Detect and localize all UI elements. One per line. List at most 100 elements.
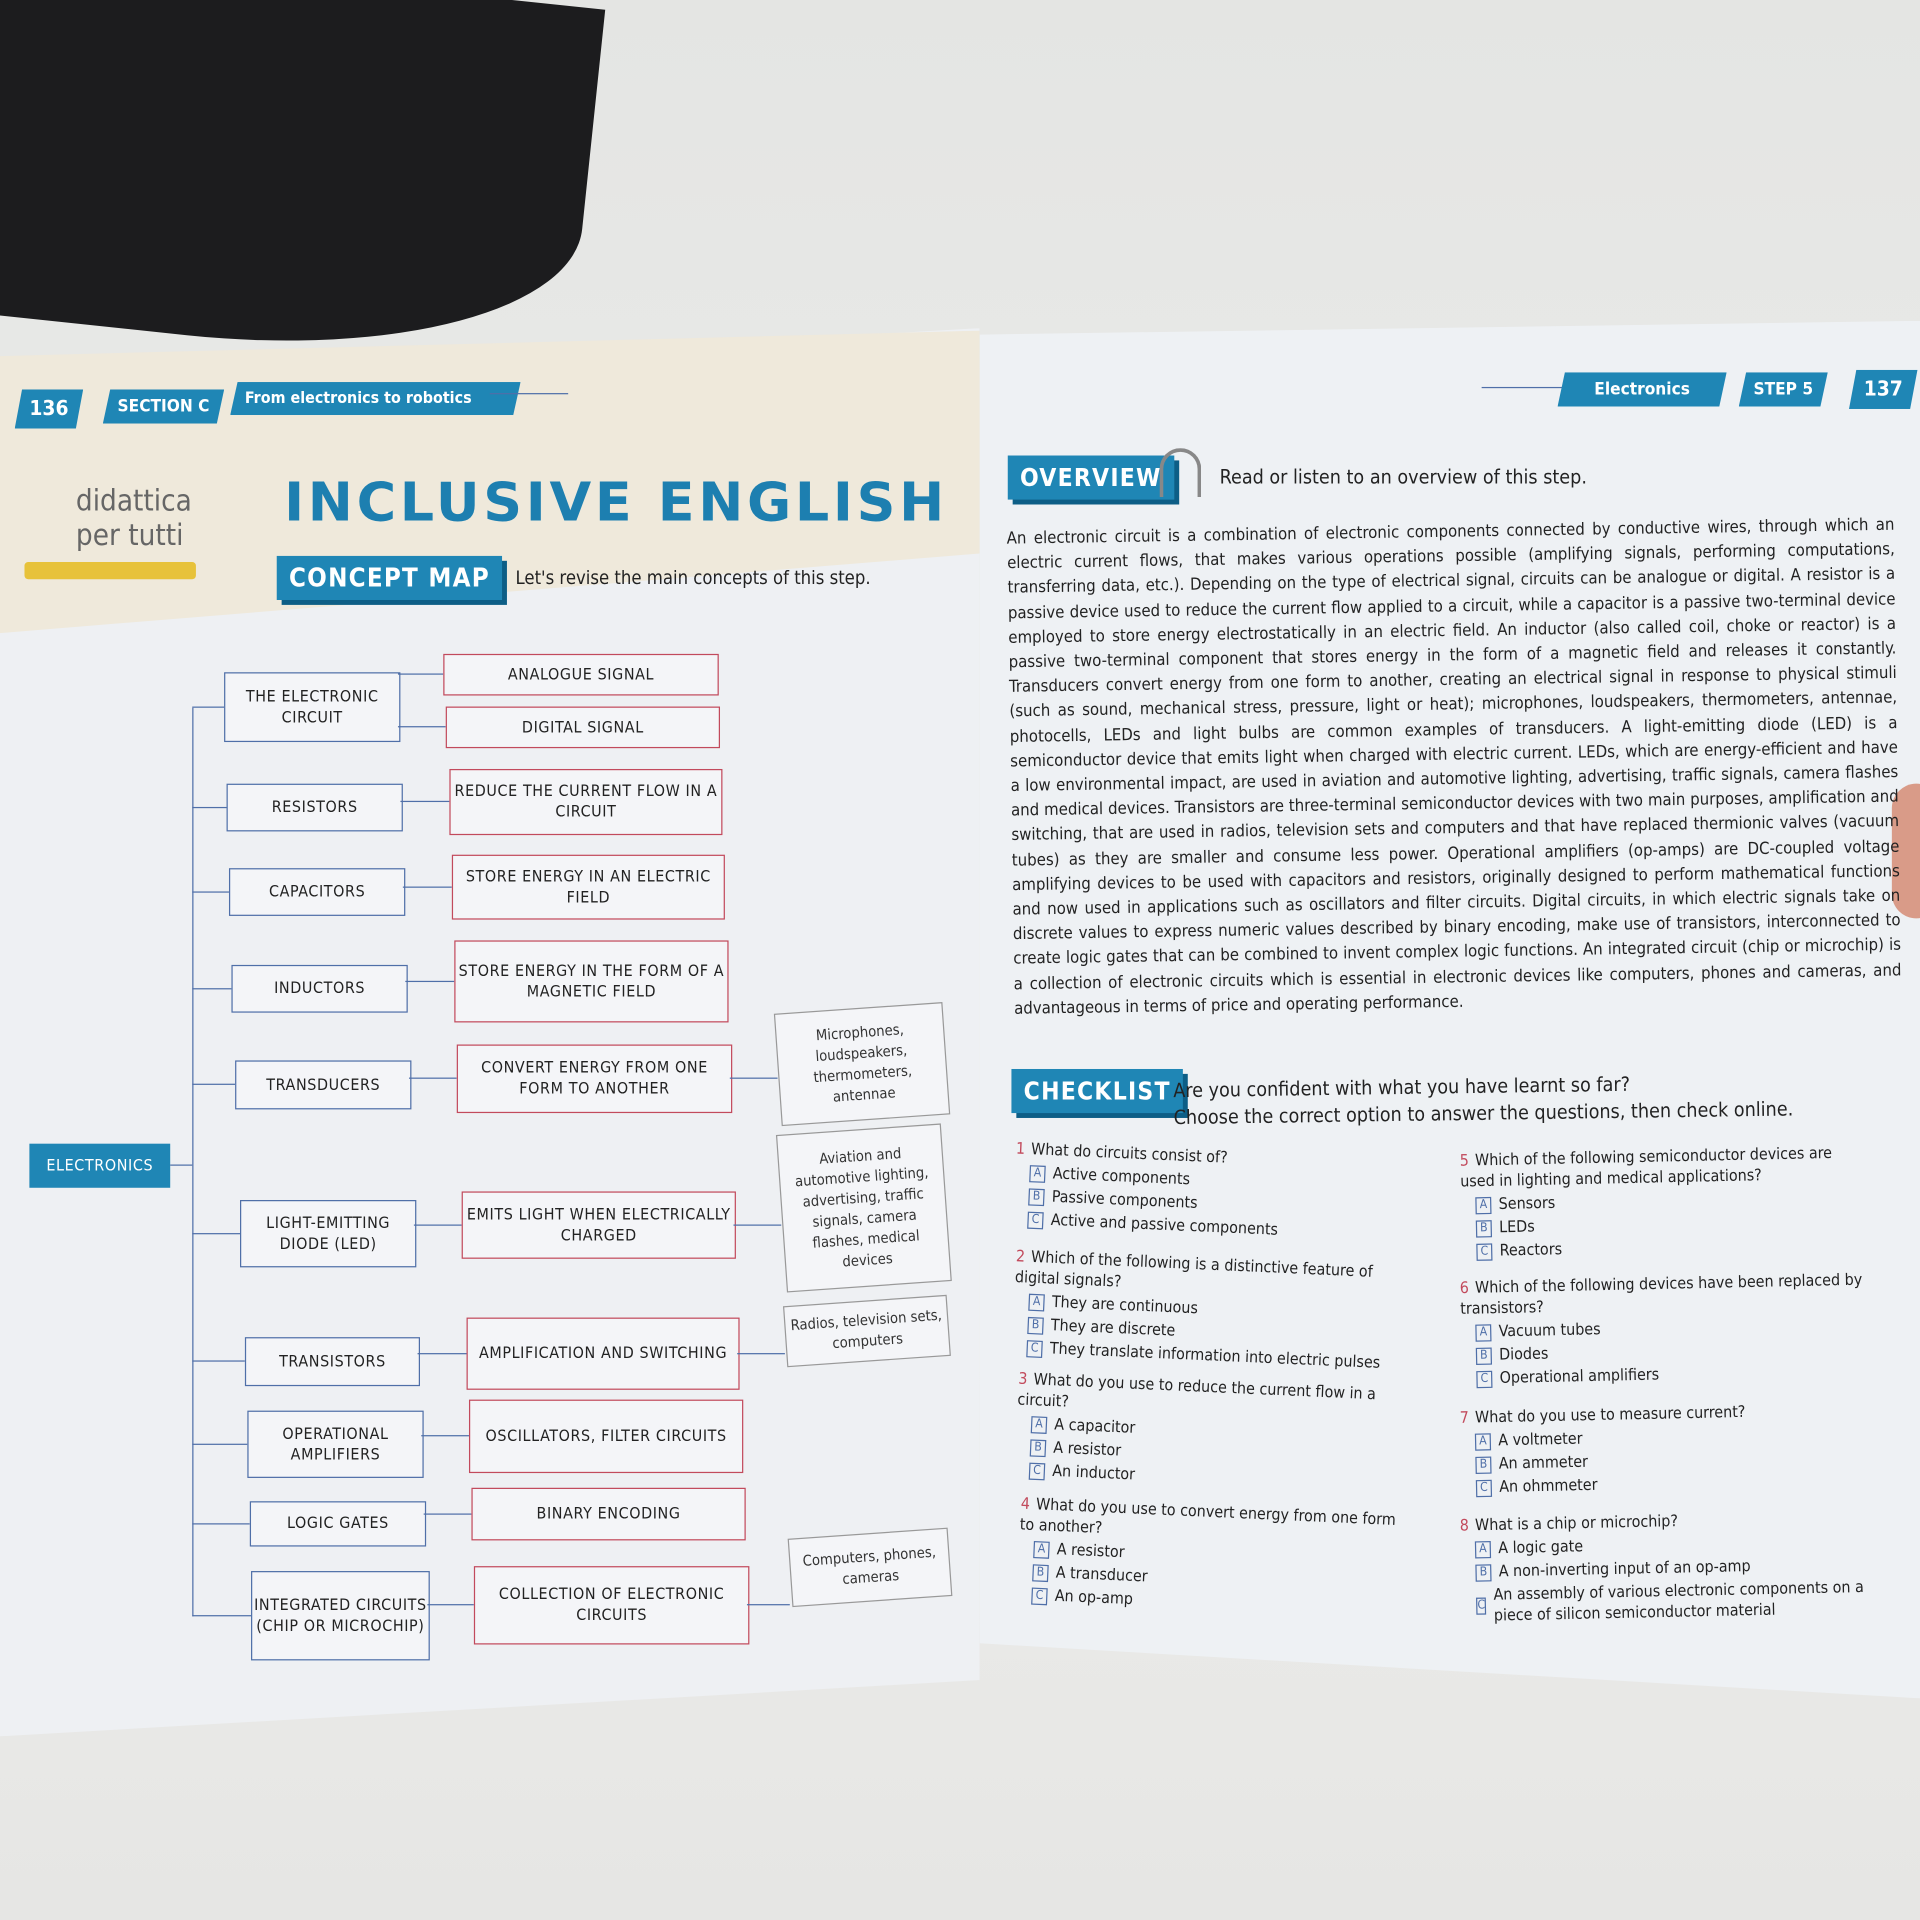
pencil-icon xyxy=(24,562,196,580)
question-number: 5 xyxy=(1459,1152,1470,1171)
question-text: 6 Which of the following devices have bee… xyxy=(1460,1270,1871,1320)
branch-connector xyxy=(192,705,225,708)
logo-text: didattica per tutti xyxy=(75,483,192,553)
checklist-question: 7 What do you use to measure current? A A v… xyxy=(1460,1400,1872,1502)
detail-node: CONVERT ENERGY FROM ONE FORM TO ANOTHER xyxy=(456,1044,733,1114)
concept-node: CAPACITORS xyxy=(228,868,406,916)
option-text: A resistor xyxy=(1056,1540,1125,1563)
checklist-question: 4 What do you use to convert energy from … xyxy=(1016,1494,1412,1625)
detail-connector xyxy=(397,673,444,675)
option-letter: C xyxy=(1476,1370,1493,1388)
question-number: 1 xyxy=(1015,1140,1026,1159)
logo: didattica per tutti xyxy=(24,483,196,589)
page-title: INCLUSIVE ENGLISH xyxy=(284,471,948,534)
branch-connector xyxy=(192,890,229,893)
checklist-question: 6 Which of the following devices have bee… xyxy=(1460,1270,1873,1392)
section-label: SECTION C xyxy=(103,389,224,423)
option-text: Active components xyxy=(1052,1164,1191,1190)
option-letter: C xyxy=(1475,1479,1493,1497)
option-text: LEDs xyxy=(1498,1218,1535,1238)
question-number: 7 xyxy=(1459,1409,1470,1428)
option-letter: B xyxy=(1029,1438,1047,1457)
question-number: 2 xyxy=(1015,1247,1026,1267)
detail-connector xyxy=(402,885,452,888)
detail-connector xyxy=(408,1077,457,1079)
option-letter: B xyxy=(1027,1316,1044,1335)
question-label: Which of the following semiconductor dev… xyxy=(1460,1144,1833,1192)
section-title: From electronics to robotics xyxy=(230,382,520,415)
option-letter: B xyxy=(1475,1563,1492,1582)
option-letter: B xyxy=(1475,1346,1493,1365)
option-letter: A xyxy=(1033,1540,1050,1559)
branch-connector xyxy=(192,1360,245,1362)
question-number: 4 xyxy=(1020,1495,1031,1514)
overview-text: An electronic circuit is a combination o… xyxy=(1006,515,1902,1019)
checklist-question: 5 Which of the following semiconductor de… xyxy=(1460,1142,1873,1264)
checklist-question: 1 What do circuits consist of? A Active com… xyxy=(1012,1139,1408,1249)
concept-node: RESISTORS xyxy=(226,783,403,832)
concept-node: LOGIC GATES xyxy=(249,1501,427,1547)
header-rule-right xyxy=(1481,386,1580,389)
option-letter: C xyxy=(1026,1339,1043,1358)
option-text: They are discrete xyxy=(1050,1316,1176,1341)
option-text: An ammeter xyxy=(1498,1453,1589,1474)
concept-node: TRANSISTORS xyxy=(244,1337,421,1387)
step-label: STEP 5 xyxy=(1739,372,1828,406)
option-text: An assembly of various electronic compon… xyxy=(1493,1578,1864,1626)
option-text: A transducer xyxy=(1055,1564,1148,1587)
option-text: A resistor xyxy=(1052,1439,1122,1461)
option-letter: A xyxy=(1028,1293,1045,1311)
detail-connector xyxy=(413,1223,462,1226)
option-letter: A xyxy=(1475,1196,1492,1214)
detail-node: ANALOGUE SIGNAL xyxy=(443,653,719,696)
concept-node: INTEGRATED CIRCUITS (CHIP OR MICROCHIP) xyxy=(251,1571,430,1661)
example-node: Aviation and automotive lighting, advert… xyxy=(775,1123,952,1293)
answer-option[interactable]: C An assembly of various electronic compo… xyxy=(1476,1577,1872,1627)
concept-node: TRANSDUCERS xyxy=(235,1060,412,1110)
concept-node: THE ELECTRONIC CIRCUIT xyxy=(224,672,401,743)
option-text: They are continuous xyxy=(1051,1293,1199,1319)
example-node: Radios, television sets, computers xyxy=(782,1294,951,1368)
detail-connector xyxy=(423,1512,472,1515)
branch-connector xyxy=(192,1443,248,1445)
checklist-question: 2 Which of the following is a distinctive… xyxy=(1011,1247,1407,1378)
option-letter: A xyxy=(1474,1432,1492,1451)
branch-connector xyxy=(192,1522,250,1524)
concept-map-intro: Let's revise the main concepts of this s… xyxy=(515,566,871,589)
example-connector xyxy=(746,1604,790,1606)
branch-connector xyxy=(192,1614,252,1616)
option-text: Operational amplifiers xyxy=(1499,1366,1660,1388)
question-label: What do you use to measure current? xyxy=(1474,1403,1746,1428)
header-rule xyxy=(489,393,569,395)
option-letter: A xyxy=(1030,1415,1048,1434)
question-number: 8 xyxy=(1459,1516,1470,1536)
example-node: Microphones, loudspeakers, thermometers,… xyxy=(773,1002,951,1127)
option-letter: C xyxy=(1031,1586,1048,1605)
option-text: An ohmmeter xyxy=(1499,1476,1598,1497)
page-number-left: 136 xyxy=(15,389,83,428)
checklist-question: 3 What do you use to reduce the current f… xyxy=(1014,1369,1410,1500)
headphones-icon[interactable] xyxy=(1159,448,1202,498)
option-text: Reactors xyxy=(1499,1240,1563,1261)
concept-node: INDUCTORS xyxy=(231,964,408,1013)
option-text: A capacitor xyxy=(1053,1415,1136,1438)
option-text: An op-amp xyxy=(1054,1587,1134,1610)
root-node: ELECTRONICS xyxy=(29,1143,171,1188)
detail-connector xyxy=(417,1352,467,1354)
option-text: Vacuum tubes xyxy=(1498,1320,1601,1342)
option-letter: B xyxy=(1475,1219,1493,1238)
option-text: An inductor xyxy=(1051,1462,1136,1485)
detail-connector xyxy=(427,1604,474,1606)
example-connector xyxy=(733,1223,782,1226)
detail-connector xyxy=(405,980,455,982)
option-letter: B xyxy=(1028,1187,1045,1206)
detail-connector xyxy=(400,800,450,803)
detail-node: STORE ENERGY IN THE FORM OF A MAGNETIC F… xyxy=(454,940,729,1023)
trunk-line xyxy=(192,707,194,1617)
detail-node: EMITS LIGHT WHEN ELECTRICALLY CHARGED xyxy=(461,1191,736,1259)
option-text: A voltmeter xyxy=(1498,1430,1583,1451)
detail-node: DIGITAL SIGNAL xyxy=(445,706,721,749)
example-connector xyxy=(729,1077,778,1079)
hand xyxy=(0,0,606,376)
